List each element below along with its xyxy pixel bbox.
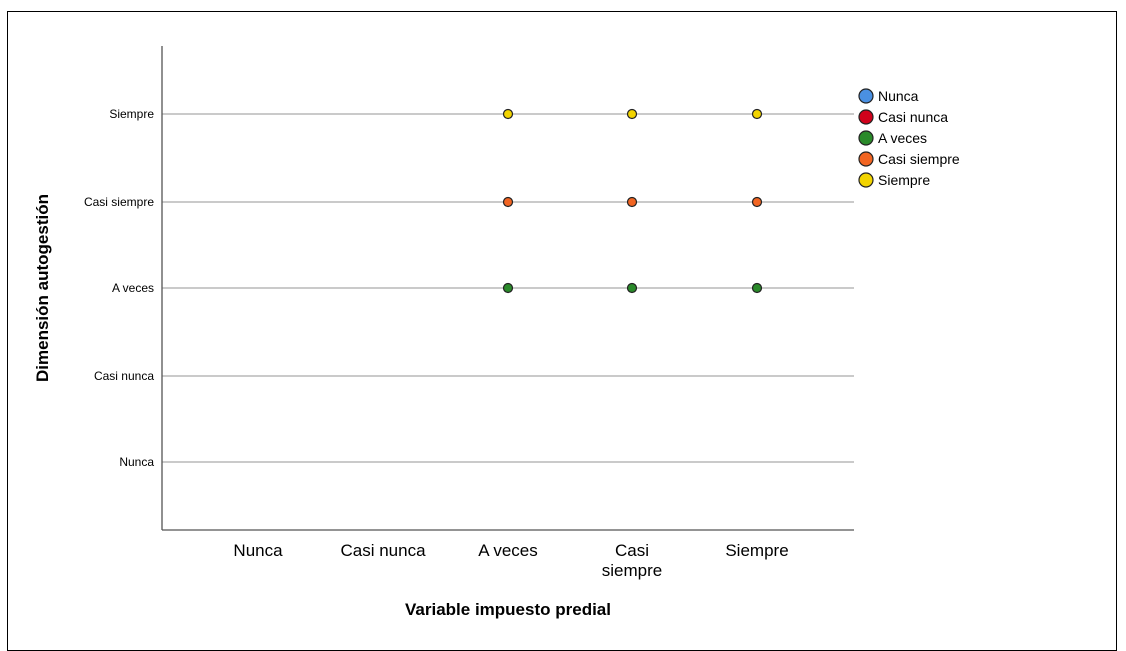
x-tick-labels: Nunca Casi nunca A veces Casi siempre Siempre <box>233 541 788 580</box>
legend: Nunca Casi nunca A veces Casi siempre Siempr… <box>858 88 960 188</box>
legend-marker <box>858 130 874 146</box>
x-axis-title: Variable impuesto predial <box>405 600 611 619</box>
data-point-casi-siempre <box>502 196 514 208</box>
data-point-casi-siempre <box>626 196 638 208</box>
y-tick-label: Nunca <box>119 455 154 469</box>
data-point-a-veces <box>626 282 638 294</box>
x-tick-label: A veces <box>478 541 538 560</box>
legend-label: Casi siempre <box>878 151 960 167</box>
y-tick-labels: Nunca Casi nunca A veces Casi siempre Siempr… <box>84 107 154 469</box>
data-point-a-veces <box>502 282 514 294</box>
y-tick-label: Casi siempre <box>84 195 154 209</box>
data-point-siempre <box>626 108 638 120</box>
legend-label: Nunca <box>878 88 919 104</box>
x-tick-label: Casi nunca <box>340 541 426 560</box>
legend-marker <box>858 88 874 104</box>
data-point-a-veces <box>751 282 763 294</box>
legend-label: A veces <box>878 130 927 146</box>
x-tick-label: Siempre <box>725 541 788 560</box>
legend-label: Siempre <box>878 172 930 188</box>
data-point-siempre <box>502 108 514 120</box>
x-tick-label: Casi siempre <box>602 541 662 580</box>
legend-marker <box>858 109 874 125</box>
legend-label: Casi nunca <box>878 109 948 125</box>
y-tick-label: Siempre <box>109 107 154 121</box>
data-points <box>502 108 763 294</box>
legend-marker <box>858 172 874 188</box>
y-tick-label: Casi nunca <box>94 369 154 383</box>
scatter-chart: Nunca Casi nunca A veces Casi siempre Siempr… <box>33 46 960 619</box>
legend-marker <box>858 151 874 167</box>
x-tick-label: Nunca <box>233 541 283 560</box>
y-axis-title: Dimensión autogestión <box>33 194 52 382</box>
data-point-casi-siempre <box>751 196 763 208</box>
axes <box>161 46 854 531</box>
data-point-siempre <box>751 108 763 120</box>
y-tick-label: A veces <box>112 281 154 295</box>
